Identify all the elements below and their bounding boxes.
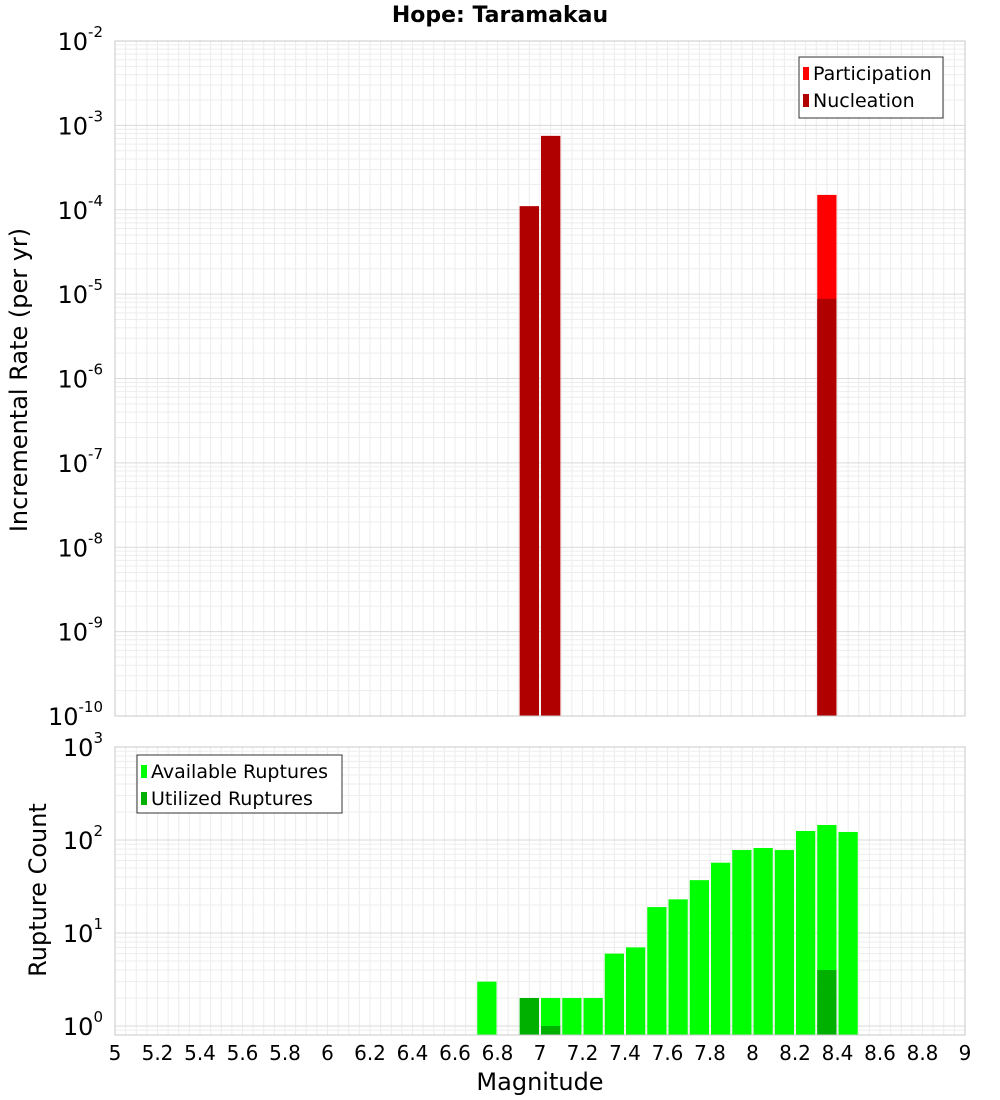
- incremental-rate-bars: [519, 135, 837, 717]
- incremental-rate-y-ticks: 10-10 10-9 10-8 10-7 10-6 10-5 10-4 10-3 10-2: [48, 23, 103, 731]
- x-tick-label: 5.6: [227, 1041, 259, 1065]
- chart-title: Hope: Taramakau: [392, 3, 608, 28]
- x-tick-label: 8: [746, 1041, 759, 1065]
- x-tick-label: 6.6: [439, 1041, 471, 1065]
- bar-available-ruptures: [626, 947, 646, 1035]
- x-tick-label: 7.4: [609, 1041, 641, 1065]
- rupture-count-bars: [477, 824, 858, 1035]
- x-axis-label: Magnitude: [476, 1068, 603, 1096]
- x-tick-label: 8.2: [779, 1041, 811, 1065]
- x-tick-label: 8.4: [822, 1041, 854, 1065]
- y-tick-label: 101: [63, 915, 103, 948]
- bar-available-ruptures: [838, 831, 858, 1035]
- bar-available-ruptures: [647, 907, 667, 1035]
- x-axis-ticks: 5 5.2 5.4 5.6 5.8 6 6.2 6.4 6.6 6.8 7 7.2 7.4 7.6 7.8 8…: [109, 1041, 972, 1065]
- y-tick-label: 10-6: [57, 361, 103, 394]
- x-tick-label: 8.8: [907, 1041, 939, 1065]
- legend-swatch: [803, 94, 809, 107]
- incremental-rate-grid: [114, 41, 966, 717]
- bar-nucleation: [519, 206, 539, 716]
- bar-available-ruptures: [668, 899, 688, 1035]
- x-tick-label: 7.6: [652, 1041, 684, 1065]
- y-tick-label: 10-8: [57, 529, 103, 562]
- bar-nucleation: [541, 135, 561, 717]
- bar-utilized-ruptures: [519, 997, 539, 1035]
- bar-utilized-ruptures: [817, 969, 837, 1035]
- y-tick-label: 100: [63, 1008, 103, 1041]
- x-tick-label: 7: [534, 1041, 547, 1065]
- bar-available-ruptures: [541, 997, 561, 1035]
- x-tick-label: 5.4: [184, 1041, 216, 1065]
- x-tick-label: 9: [959, 1041, 972, 1065]
- bar-available-ruptures: [477, 981, 497, 1035]
- y-tick-label: 10-9: [57, 614, 103, 647]
- bar-available-ruptures: [583, 997, 603, 1035]
- y-tick-label: 10-10: [48, 698, 103, 731]
- y-tick-label: 10-2: [57, 23, 103, 56]
- legend-swatch: [141, 765, 147, 778]
- legend-box: [136, 754, 343, 814]
- rupture-count-legend: Available Ruptures Utilized Ruptures: [136, 754, 343, 814]
- y-tick-label: 10-4: [57, 192, 103, 225]
- y-tick-label: 10-5: [57, 276, 103, 309]
- bar-available-ruptures: [689, 880, 709, 1035]
- bar-available-ruptures: [753, 848, 773, 1035]
- bar-utilized-ruptures: [541, 1025, 561, 1035]
- x-tick-label: 8.6: [864, 1041, 896, 1065]
- incremental-rate-y-axis-label: Incremental Rate (per yr): [5, 228, 33, 532]
- x-tick-label: 5.8: [269, 1041, 301, 1065]
- bar-available-ruptures: [796, 830, 816, 1035]
- x-tick-label: 6.8: [482, 1041, 514, 1065]
- y-tick-label: 10-3: [57, 107, 103, 140]
- legend-swatch: [141, 792, 147, 805]
- y-tick-label: 102: [63, 822, 103, 855]
- legend-label: Available Ruptures: [151, 761, 328, 783]
- legend-label: Utilized Ruptures: [151, 788, 313, 810]
- bar-available-ruptures: [732, 850, 752, 1035]
- x-tick-label: 6: [321, 1041, 334, 1065]
- incremental-rate-plot-frame: [114, 40, 966, 717]
- bar-available-ruptures: [711, 862, 731, 1035]
- bar-available-ruptures: [774, 850, 794, 1035]
- rupture-count-y-ticks: 100 101 102 103: [63, 729, 103, 1041]
- incremental-rate-legend: Participation Nucleation: [798, 56, 944, 119]
- x-tick-label: 6.4: [397, 1041, 429, 1065]
- x-tick-label: 5: [109, 1041, 122, 1065]
- x-tick-label: 7.8: [694, 1041, 726, 1065]
- rupture-count-panel: 100 101 102 103 Rupture Count Available Rup…: [24, 729, 966, 1041]
- legend-box: [798, 56, 944, 119]
- legend-label: Nucleation: [813, 90, 915, 112]
- rupture-count-plot-frame: [114, 746, 966, 1036]
- y-tick-label: 10-7: [57, 445, 103, 478]
- x-tick-label: 6.2: [354, 1041, 386, 1065]
- y-tick-label: 103: [63, 729, 103, 762]
- x-tick-label: 7.2: [567, 1041, 599, 1065]
- bar-nucleation: [817, 298, 837, 716]
- rupture-count-y-axis-label: Rupture Count: [24, 803, 52, 977]
- bar-available-ruptures: [604, 953, 624, 1035]
- bar-available-ruptures: [562, 997, 582, 1035]
- legend-swatch: [803, 67, 809, 80]
- x-tick-label: 5.2: [142, 1041, 174, 1065]
- legend-label: Participation: [813, 63, 932, 85]
- incremental-rate-panel: 10-10 10-9 10-8 10-7 10-6 10-5 10-4 10-3 10-2 In…: [5, 23, 966, 731]
